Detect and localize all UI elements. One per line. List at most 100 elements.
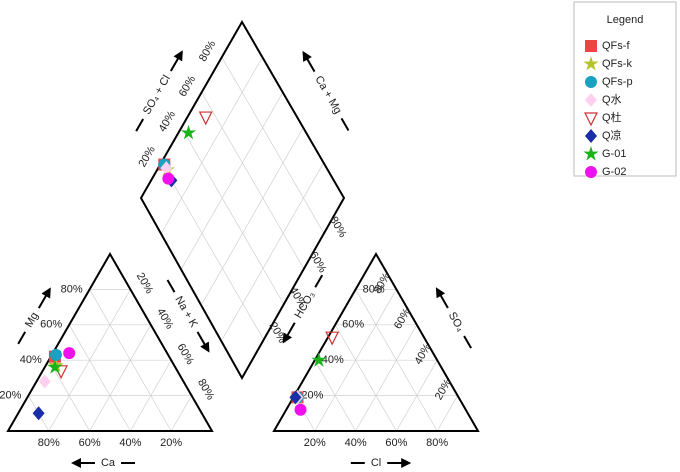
anion-point	[289, 390, 302, 405]
tick-label: 40%	[157, 109, 179, 134]
grid-line	[201, 127, 304, 304]
tick-label: 80%	[372, 271, 394, 296]
cation-point	[49, 348, 62, 361]
tick-label: 80%	[426, 437, 448, 449]
grid-line	[314, 360, 356, 432]
axis-title-group: Ca + Mg	[302, 50, 350, 131]
legend-title: Legend	[607, 14, 644, 26]
legend-symbol	[583, 146, 599, 161]
axis-arrow	[169, 50, 183, 72]
triangle-edge	[6, 251, 214, 432]
diamond-point	[162, 172, 175, 185]
tick-label: 80%	[197, 38, 219, 63]
tick-label: 20%	[0, 390, 22, 402]
axis-title-group: SO₄	[435, 287, 472, 349]
tick-label: 20%	[433, 377, 455, 402]
grid-line	[396, 360, 438, 432]
axis-title: Cl	[371, 457, 381, 469]
legend-label: Q凉	[602, 128, 622, 142]
anion-point	[325, 331, 340, 346]
tick-label: 40%	[412, 341, 434, 366]
tick-label: 80%	[363, 283, 385, 295]
tick-label: 80%	[38, 437, 60, 449]
grid-line	[201, 92, 304, 269]
legend-label: Q水	[602, 93, 622, 106]
legend-symbol	[585, 129, 597, 143]
grid-line	[222, 162, 324, 339]
legend-symbol	[585, 40, 597, 52]
grid-line	[170, 395, 192, 432]
grid-line	[355, 324, 418, 432]
tick-label: 60%	[79, 437, 101, 449]
anion-point	[294, 403, 307, 416]
diamond-point	[198, 111, 213, 126]
tick-label: 60%	[175, 342, 197, 367]
legend-symbol	[584, 112, 598, 127]
grid-line	[334, 324, 397, 432]
grid-line	[48, 360, 90, 432]
tick-label: 60%	[392, 306, 414, 331]
tick-label: 80%	[195, 377, 217, 402]
axis-dash	[314, 274, 324, 288]
diamond-point	[160, 161, 173, 176]
diamond-edge	[139, 19, 346, 381]
grid-line	[160, 162, 264, 339]
tick-label: 60%	[385, 437, 407, 449]
axis-title-group: Mg	[17, 287, 51, 345]
axis-title-group: Cl	[350, 457, 412, 469]
cation-point	[38, 374, 51, 389]
anion-point	[311, 352, 327, 367]
axis-dash	[135, 118, 145, 132]
axis-title-group: Ca	[70, 457, 136, 469]
tick-label: 20%	[136, 144, 158, 169]
tick-label: 80%	[61, 283, 83, 295]
grid-line	[130, 360, 172, 432]
legend-label: Q杜	[602, 110, 622, 124]
axis-arrow	[435, 287, 449, 309]
grid-line	[436, 395, 458, 432]
tick-label: 40%	[322, 354, 344, 366]
tick-label: 40%	[154, 306, 176, 331]
legend-symbol	[585, 93, 597, 107]
tick-label: 60%	[40, 319, 62, 331]
grid-line	[68, 324, 131, 432]
cation-point	[47, 359, 63, 374]
cation-point	[32, 406, 45, 421]
tick-label: 20%	[160, 437, 182, 449]
axis-arrow	[302, 50, 316, 73]
legend-label: QFs-p	[602, 76, 633, 88]
legend-label: QFs-f	[602, 40, 630, 52]
legend-symbol	[585, 76, 597, 88]
legend-label: G-02	[602, 166, 626, 178]
tick-label: 40%	[345, 437, 367, 449]
axis-arrow	[282, 322, 296, 344]
legend-label: G-01	[602, 148, 626, 160]
grid-line	[221, 57, 325, 234]
axis-title: Mg	[23, 310, 41, 329]
legend-label: QFs-k	[602, 58, 632, 70]
axis-arrow	[37, 287, 51, 309]
axis-arrow	[196, 331, 210, 353]
axis-dash	[17, 331, 27, 345]
grid-line	[89, 324, 152, 432]
grid-line	[161, 57, 263, 234]
tick-label: 20%	[134, 271, 156, 296]
tick-label: 60%	[177, 74, 199, 99]
tick-label: 60%	[307, 250, 329, 275]
axis-dash	[340, 117, 350, 131]
tick-label: 80%	[327, 215, 349, 240]
tick-label: 20%	[304, 437, 326, 449]
axis-title: Ca + Mg	[312, 74, 343, 116]
axis-title: Ca	[101, 457, 116, 469]
tick-label: 60%	[342, 319, 364, 331]
tick-label: 40%	[20, 354, 42, 366]
axis-dash	[166, 279, 176, 293]
legend-symbol	[583, 56, 599, 71]
axis-title: Na + K	[172, 294, 200, 330]
grid-line	[181, 92, 284, 269]
tick-label: 40%	[119, 437, 141, 449]
cation-point	[63, 347, 76, 360]
tick-label: 20%	[301, 390, 323, 402]
diamond-point	[180, 124, 197, 140]
